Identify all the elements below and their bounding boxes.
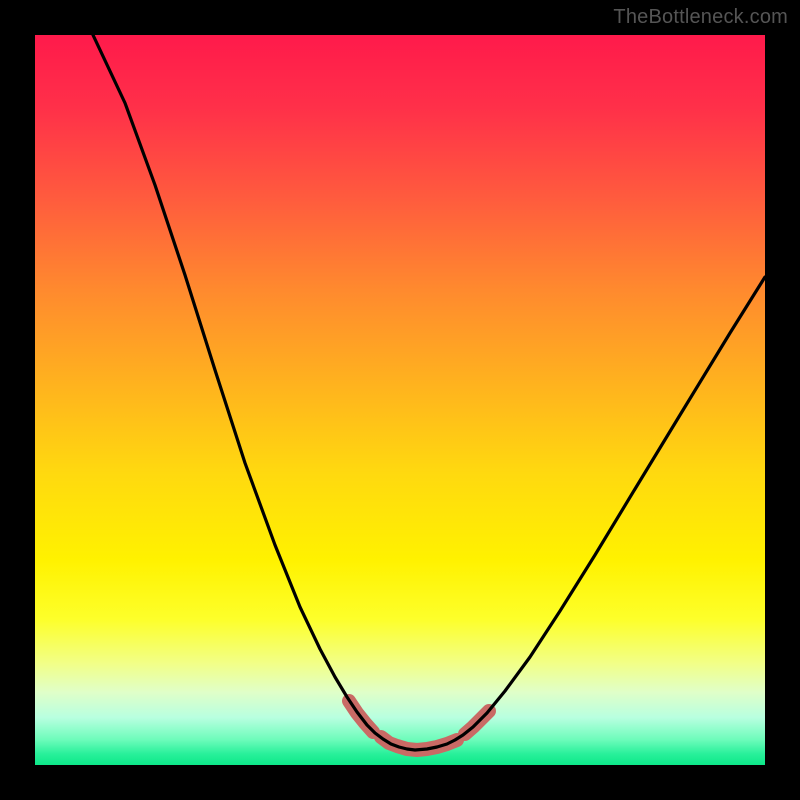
curve-main [93, 35, 765, 750]
watermark-text: TheBottleneck.com [613, 6, 788, 29]
plot-area [35, 35, 765, 765]
curve-layer [35, 35, 765, 765]
plot-outer-frame [10, 10, 790, 790]
